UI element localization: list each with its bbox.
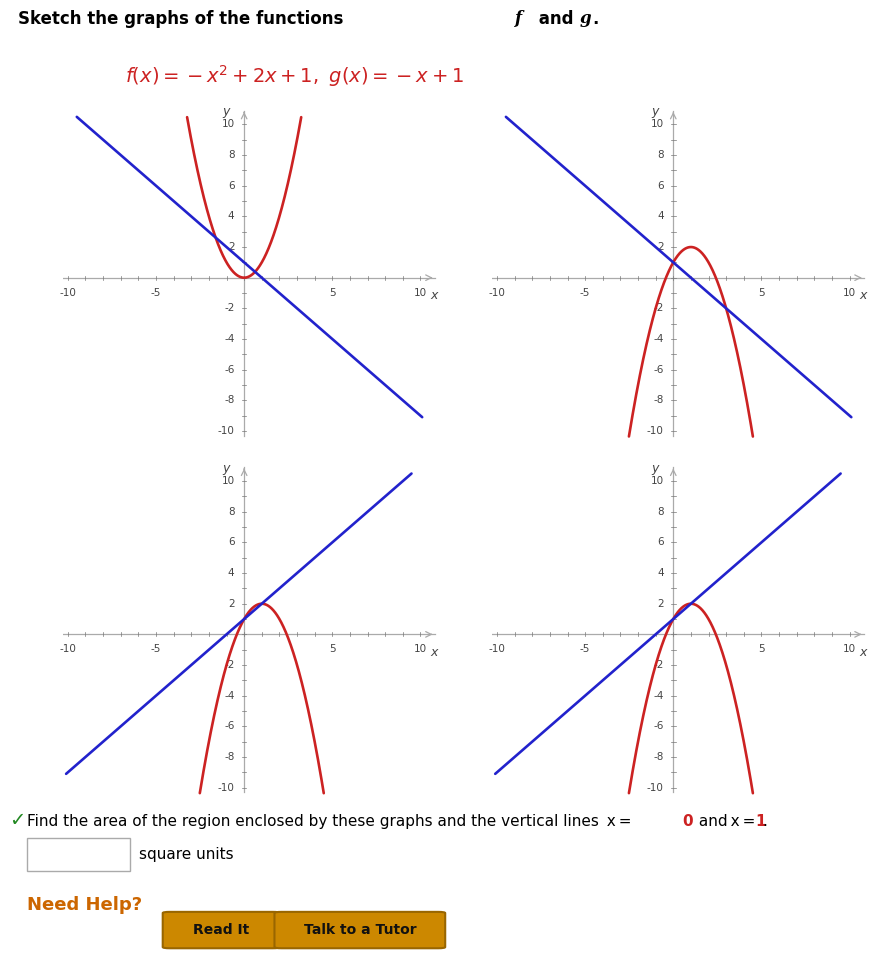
Text: and x =: and x = <box>694 815 758 829</box>
Text: -5: -5 <box>580 287 590 298</box>
Text: $f(x) = -x^2 + 2x + 1,\ g(x) = -x + 1$: $f(x) = -x^2 + 2x + 1,\ g(x) = -x + 1$ <box>125 63 464 89</box>
Text: 2: 2 <box>228 599 234 608</box>
Text: 6: 6 <box>228 180 234 191</box>
Text: -8: -8 <box>654 395 663 405</box>
Text: 4: 4 <box>657 211 663 222</box>
Text: and: and <box>533 10 579 28</box>
Text: -2: -2 <box>224 304 234 313</box>
Text: -5: -5 <box>151 287 161 298</box>
Text: 10: 10 <box>651 120 663 129</box>
Text: 4: 4 <box>228 211 234 222</box>
Text: y: y <box>652 462 659 474</box>
Text: -10: -10 <box>646 426 663 436</box>
Text: 10: 10 <box>843 644 856 655</box>
Text: -6: -6 <box>654 364 663 375</box>
Text: -10: -10 <box>217 426 234 436</box>
Text: 5: 5 <box>329 287 335 298</box>
Text: -10: -10 <box>488 287 505 298</box>
Text: Need Help?: Need Help? <box>27 897 142 914</box>
Text: -4: -4 <box>224 690 234 701</box>
Text: -8: -8 <box>654 752 663 762</box>
Text: -5: -5 <box>580 644 590 655</box>
Text: 4: 4 <box>228 568 234 578</box>
Text: 0: 0 <box>682 815 693 829</box>
Text: g: g <box>579 10 591 27</box>
Text: -8: -8 <box>224 752 234 762</box>
Text: y: y <box>223 462 230 474</box>
Text: 5: 5 <box>758 644 764 655</box>
Text: 10: 10 <box>222 476 234 486</box>
Text: 2: 2 <box>657 242 663 252</box>
Text: 10: 10 <box>222 120 234 129</box>
Text: f: f <box>515 10 522 27</box>
Text: -6: -6 <box>224 364 234 375</box>
FancyBboxPatch shape <box>274 912 445 949</box>
Text: 10: 10 <box>414 644 427 655</box>
Text: 2: 2 <box>228 242 234 252</box>
Text: 6: 6 <box>228 537 234 548</box>
Text: 4: 4 <box>657 568 663 578</box>
Text: 1: 1 <box>755 815 766 829</box>
Text: .: . <box>763 815 767 829</box>
Text: Talk to a Tutor: Talk to a Tutor <box>304 924 416 937</box>
Text: -10: -10 <box>217 783 234 792</box>
Text: 10: 10 <box>843 287 856 298</box>
Text: -8: -8 <box>224 395 234 405</box>
Text: 5: 5 <box>329 644 335 655</box>
Text: -10: -10 <box>488 644 505 655</box>
Text: 10: 10 <box>414 287 427 298</box>
Text: y: y <box>223 105 230 118</box>
Text: Read It: Read It <box>193 924 249 937</box>
Text: -4: -4 <box>654 690 663 701</box>
Text: -10: -10 <box>646 783 663 792</box>
Text: 8: 8 <box>228 507 234 517</box>
Text: -10: -10 <box>59 644 76 655</box>
FancyBboxPatch shape <box>163 912 280 949</box>
Text: 5: 5 <box>758 287 764 298</box>
Text: .: . <box>593 10 599 28</box>
Text: square units: square units <box>139 847 233 862</box>
Text: 2: 2 <box>657 599 663 608</box>
Text: -6: -6 <box>654 721 663 732</box>
Text: -10: -10 <box>59 287 76 298</box>
Text: -6: -6 <box>224 721 234 732</box>
Text: -2: -2 <box>224 660 234 670</box>
Text: -2: -2 <box>654 660 663 670</box>
Text: x: x <box>430 646 437 658</box>
Text: 8: 8 <box>657 507 663 517</box>
Text: x: x <box>859 646 866 658</box>
FancyBboxPatch shape <box>27 838 130 871</box>
Text: x: x <box>430 289 437 302</box>
Text: ✓: ✓ <box>9 812 25 830</box>
Text: 8: 8 <box>228 150 234 160</box>
Text: x: x <box>859 289 866 302</box>
Text: 8: 8 <box>657 150 663 160</box>
Text: Sketch the graphs of the functions: Sketch the graphs of the functions <box>18 10 349 28</box>
Text: -4: -4 <box>224 334 234 344</box>
Text: y: y <box>652 105 659 118</box>
Text: 6: 6 <box>657 180 663 191</box>
Text: -2: -2 <box>654 304 663 313</box>
Text: -4: -4 <box>654 334 663 344</box>
Text: Find the area of the region enclosed by these graphs and the vertical lines  x =: Find the area of the region enclosed by … <box>27 815 635 829</box>
Text: 6: 6 <box>657 537 663 548</box>
Text: -5: -5 <box>151 644 161 655</box>
Text: 10: 10 <box>651 476 663 486</box>
